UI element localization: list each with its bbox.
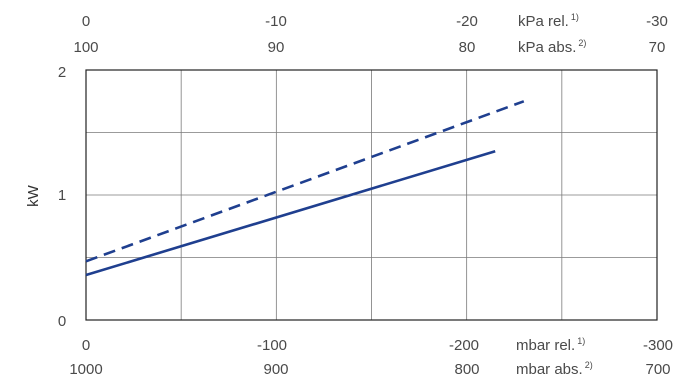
top-row1-tick-3: -30 bbox=[646, 13, 668, 30]
top-row1-unit: kPa rel. 1) bbox=[518, 12, 579, 30]
top-row1-unit-sup: 1) bbox=[571, 12, 579, 22]
series-line-solid bbox=[85, 150, 496, 277]
bottom-row2-tick-1: 900 bbox=[263, 361, 288, 378]
bottom-row1-tick-0: 0 bbox=[82, 337, 90, 354]
top-row1-tick-0: 0 bbox=[82, 13, 90, 30]
bottom-row1-unit-text: mbar rel. bbox=[516, 337, 575, 354]
y-tick-label-1: 1 bbox=[58, 187, 66, 204]
grid bbox=[86, 70, 657, 320]
plot-frame bbox=[85, 69, 658, 321]
bottom-row2-tick-3: 700 bbox=[645, 361, 670, 378]
bottom-row2-unit-text: mbar abs. bbox=[516, 361, 583, 378]
bottom-row2-tick-2: 800 bbox=[454, 361, 479, 378]
top-row2-tick-0: 100 bbox=[73, 39, 98, 56]
top-row2-unit-text: kPa abs. bbox=[518, 39, 576, 56]
bottom-row2-unit: mbar abs. 2) bbox=[516, 360, 593, 378]
series-layer bbox=[85, 100, 525, 277]
bottom-row1-unit: mbar rel. 1) bbox=[516, 336, 585, 354]
series-line-dashed bbox=[85, 100, 525, 263]
top-row1-tick-2: -20 bbox=[456, 13, 478, 30]
bottom-row1-tick-2: -200 bbox=[449, 337, 479, 354]
bottom-row2-unit-sup: 2) bbox=[585, 360, 593, 370]
plot-border bbox=[85, 69, 658, 321]
y-tick-label-0: 0 bbox=[58, 313, 66, 330]
bottom-row2-tick-0: 1000 bbox=[69, 361, 102, 378]
top-row2-tick-2: 80 bbox=[459, 39, 476, 56]
bottom-row1-tick-3: -300 bbox=[643, 337, 673, 354]
top-row2-unit: kPa abs. 2) bbox=[518, 38, 586, 56]
y-axis-label: kW bbox=[25, 184, 42, 207]
top-row2-tick-3: 70 bbox=[649, 39, 666, 56]
top-row2-tick-1: 90 bbox=[268, 39, 285, 56]
top-row1-tick-1: -10 bbox=[265, 13, 287, 30]
top-row2-unit-sup: 2) bbox=[578, 38, 586, 48]
bottom-row1-unit-sup: 1) bbox=[577, 336, 585, 346]
top-row1-unit-text: kPa rel. bbox=[518, 13, 569, 30]
y-tick-label-2: 2 bbox=[58, 64, 66, 81]
bottom-row1-tick-1: -100 bbox=[257, 337, 287, 354]
